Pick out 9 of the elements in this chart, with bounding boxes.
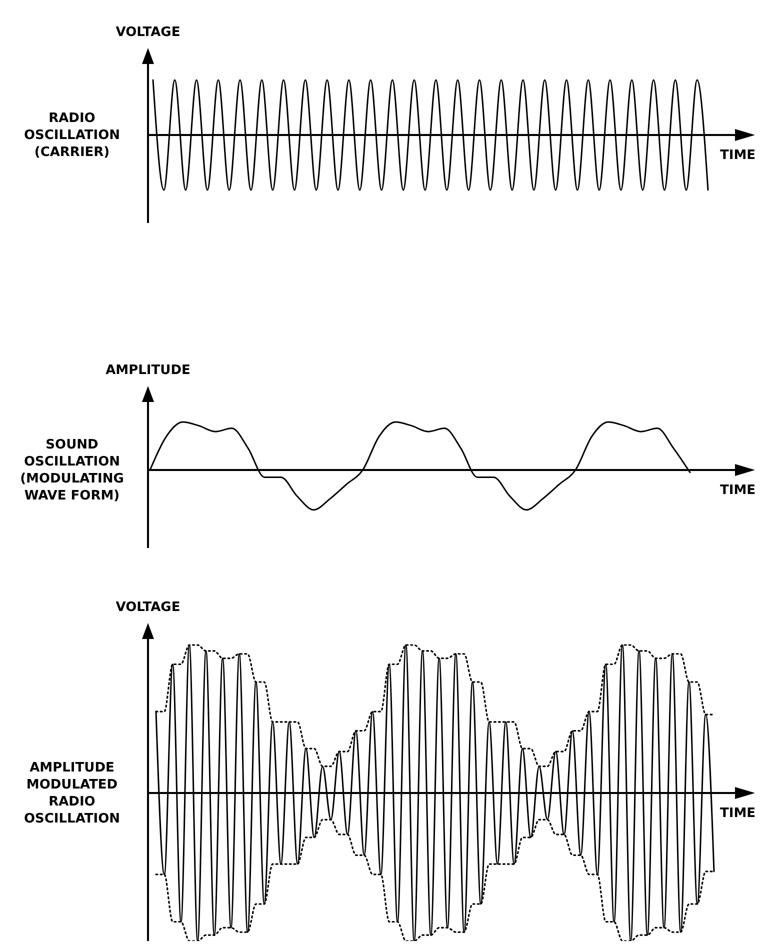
text: SOUND OSCILLATION (MODULATING WAVE FORM) xyxy=(20,438,124,504)
x-axis-title: TIME xyxy=(720,148,756,163)
x-axis-title: TIME xyxy=(720,483,756,498)
y-axis-title: VOLTAGE xyxy=(116,600,180,615)
text: RADIO OSCILLATION (CARRIER) xyxy=(24,111,120,160)
y-axis-title: VOLTAGE xyxy=(116,25,180,40)
text: AMPLITUDE MODULATED RADIO OSCILLATION xyxy=(24,760,120,826)
y-axis-title: AMPLITUDE xyxy=(106,363,190,378)
x-axis-title: TIME xyxy=(720,806,756,821)
